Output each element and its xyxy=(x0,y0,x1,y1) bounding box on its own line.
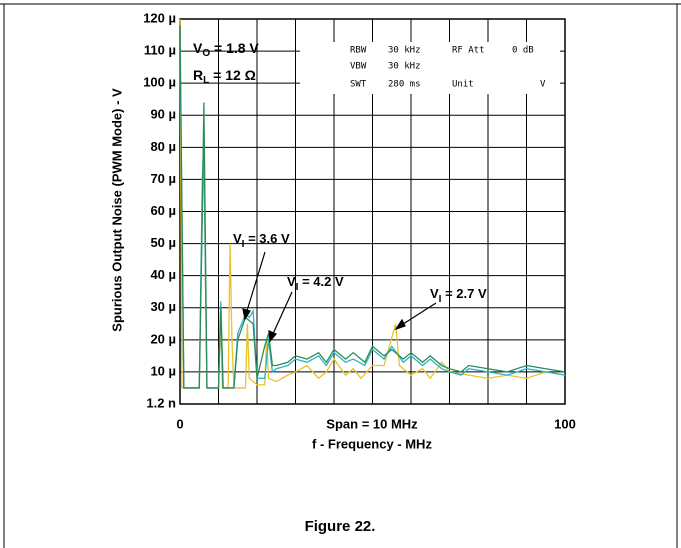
t: I xyxy=(242,239,245,250)
y-tick-label: 90 µ xyxy=(150,107,176,122)
annotations: VO = 1.8 V RL = 12 Ω VI = 2.7 V VI = 3.6… xyxy=(193,40,560,343)
condition: VO = 1.8 V xyxy=(193,40,259,59)
instrument-box xyxy=(300,42,560,94)
y-tick-label: 50 µ xyxy=(150,235,176,250)
series-label: VI = 2.7 V xyxy=(430,286,487,304)
series-label: VI = 4.2 V xyxy=(287,274,344,292)
t: V xyxy=(233,231,242,246)
condition: RL = 12 Ω xyxy=(193,67,256,86)
arrow-head xyxy=(242,308,251,321)
series-label: VI = 3.6 V xyxy=(233,231,290,249)
y-tick-label: 110 µ xyxy=(144,43,176,58)
instrument-text: RBW xyxy=(350,46,367,56)
y-tick-label: 100 µ xyxy=(143,75,176,90)
t: I xyxy=(296,282,299,293)
y-tick-label: 60 µ xyxy=(150,203,176,218)
instrument-text: Unit xyxy=(452,80,474,90)
arrow-head xyxy=(394,318,406,331)
t: L xyxy=(203,75,209,86)
y-tick-label: 70 µ xyxy=(150,171,176,186)
arrow xyxy=(245,251,266,315)
y-tick-label: 120 µ xyxy=(143,10,176,25)
t: = 12 Ω xyxy=(209,67,256,83)
arrow xyxy=(399,302,437,327)
t: I xyxy=(439,294,442,305)
t: V xyxy=(193,40,203,56)
y-tick-label: 30 µ xyxy=(150,299,176,314)
x-axis-label: f - Frequency - MHz xyxy=(312,436,432,451)
instrument-text: 0 dB xyxy=(512,46,534,56)
instrument-text: V xyxy=(540,80,546,90)
plot-border xyxy=(179,18,566,405)
x-tick-label: 0 xyxy=(176,416,183,431)
instrument-text: 280 ms xyxy=(388,80,421,90)
t: = 3.6 V xyxy=(244,231,289,246)
instrument-text: 30 kHz xyxy=(388,46,421,56)
series-line xyxy=(179,25,566,389)
x-tick-label: 100 xyxy=(554,416,576,431)
instrument-text: 30 kHz xyxy=(388,62,421,72)
t: R xyxy=(193,67,203,83)
y-tick-label: 10 µ xyxy=(150,363,176,378)
y-tick-label: 40 µ xyxy=(150,267,176,282)
plot: 1.2 n 10 µ 20 µ 30 µ 40 µ 50 µ 60 µ 70 µ 80 µ 90 … xyxy=(143,10,576,431)
t: V xyxy=(430,286,439,301)
y-tick-label: 20 µ xyxy=(150,331,176,346)
t: O xyxy=(202,48,210,59)
caption: Figure 22. xyxy=(305,518,376,535)
instrument-text: SWT xyxy=(350,80,367,90)
instrument-text: RF Att xyxy=(452,46,485,56)
y-tick-label: 1.2 n xyxy=(146,395,176,410)
t: = 1.8 V xyxy=(210,40,259,56)
span-note: Span = 10 MHz xyxy=(326,416,418,431)
t: = 4.2 V xyxy=(298,274,343,289)
arrow-head xyxy=(268,330,277,343)
arrow xyxy=(271,291,293,337)
t: = 2.7 V xyxy=(441,286,486,301)
instrument-text: VBW xyxy=(350,62,367,72)
t: V xyxy=(287,274,296,289)
y-tick-label: 80 µ xyxy=(150,139,176,154)
y-axis-label: Spurious Output Noise (PWM Mode) - V xyxy=(109,88,124,332)
